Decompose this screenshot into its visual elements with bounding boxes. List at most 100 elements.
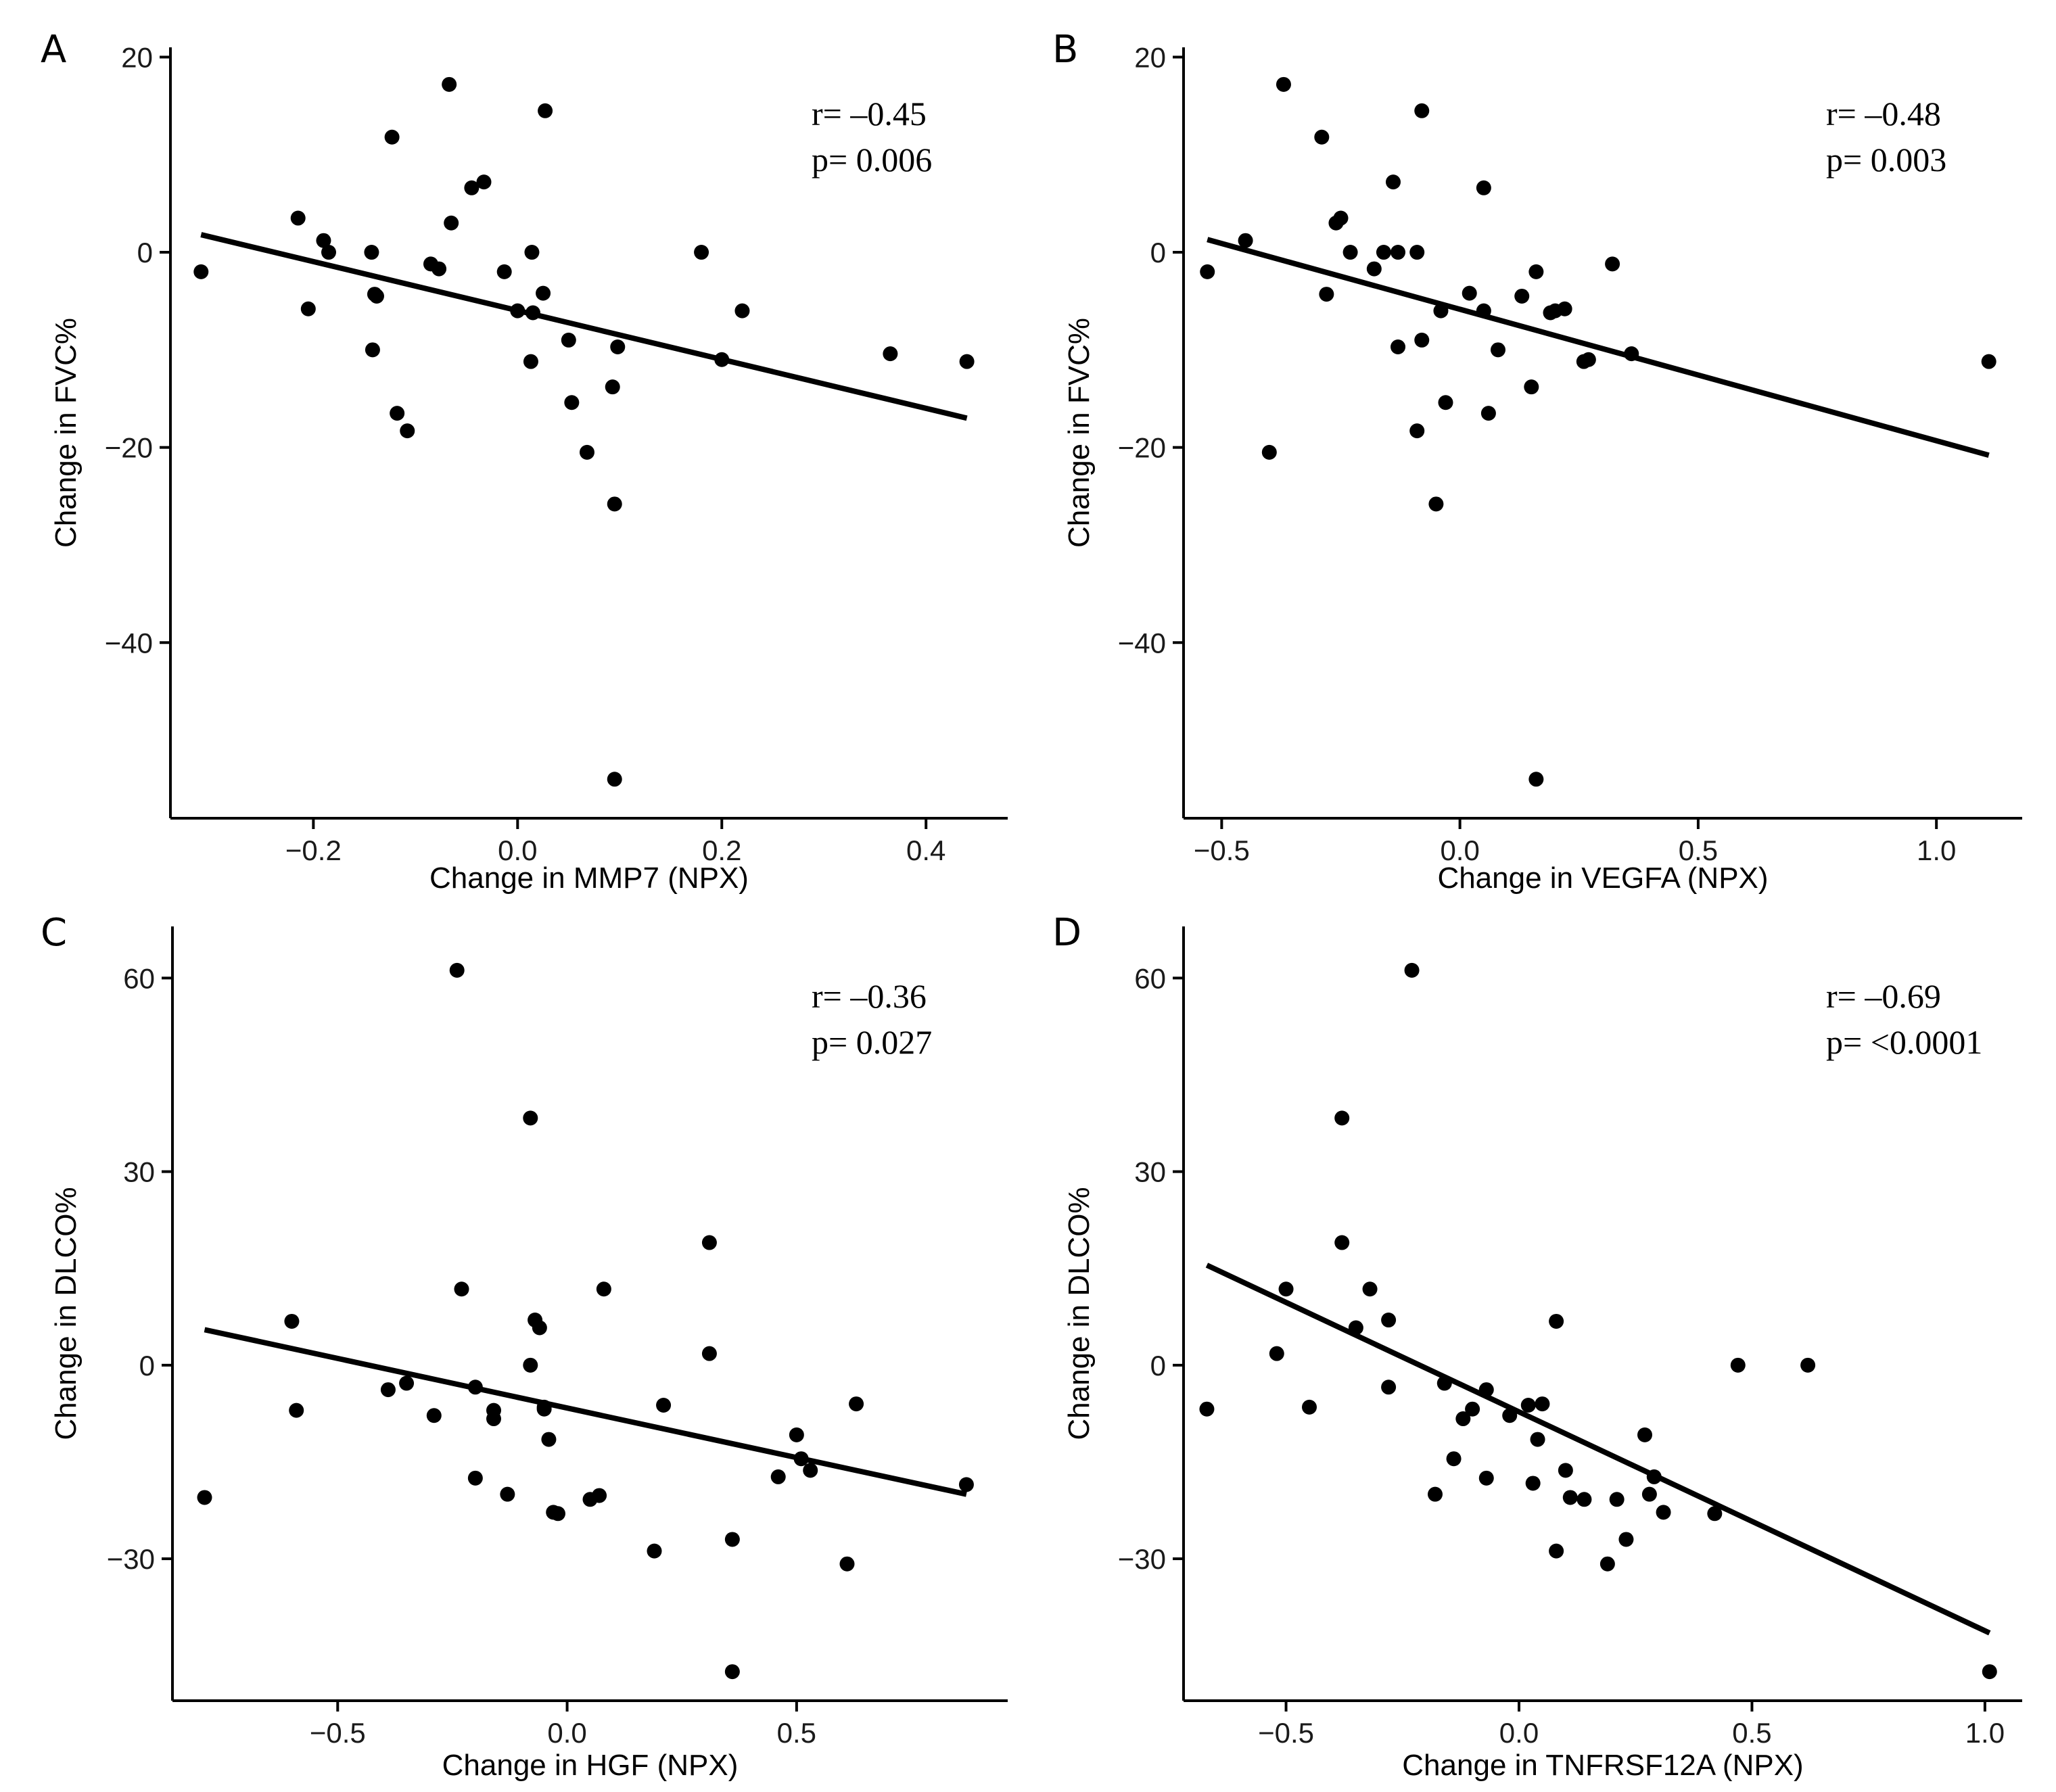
regression-line bbox=[1205, 1263, 1991, 1636]
x-tick-label: 0.4 bbox=[906, 834, 945, 866]
data-point bbox=[1428, 1486, 1443, 1502]
data-point bbox=[538, 103, 553, 118]
data-point bbox=[1334, 1110, 1350, 1126]
data-point bbox=[1520, 1397, 1536, 1413]
x-tick-label: −0.5 bbox=[1194, 834, 1250, 866]
r-value-label: r= –0.48 bbox=[1826, 95, 1941, 133]
y-tick-label: 30 bbox=[123, 1156, 155, 1188]
data-point bbox=[364, 245, 379, 260]
data-point bbox=[1581, 352, 1596, 367]
data-point bbox=[442, 76, 457, 92]
data-point bbox=[1428, 496, 1444, 512]
data-point bbox=[1342, 245, 1358, 260]
regression-line bbox=[204, 1327, 967, 1497]
data-point bbox=[1238, 233, 1253, 248]
y-axis-title: Change in DLCO% bbox=[1062, 1187, 1096, 1440]
data-point bbox=[1514, 288, 1530, 304]
x-axis-title: Change in TNFRSF12A (NPX) bbox=[1402, 1749, 1803, 1782]
data-point bbox=[1409, 245, 1425, 260]
data-point bbox=[1637, 1427, 1652, 1442]
data-point bbox=[365, 342, 380, 358]
x-tick-label: 0.0 bbox=[1499, 1717, 1539, 1749]
data-point bbox=[476, 174, 492, 190]
data-point bbox=[1333, 210, 1349, 226]
data-point bbox=[1476, 180, 1491, 195]
r-value-label: r= –0.45 bbox=[812, 95, 927, 133]
data-point bbox=[500, 1486, 515, 1502]
data-point bbox=[1576, 1492, 1592, 1507]
y-tick-label: 0 bbox=[137, 237, 153, 268]
x-axis-title: Change in VEGFA (NPX) bbox=[1437, 862, 1768, 895]
data-point bbox=[1528, 264, 1544, 279]
data-point bbox=[770, 1469, 786, 1484]
data-point bbox=[561, 332, 576, 348]
data-point bbox=[849, 1396, 864, 1412]
data-point bbox=[959, 354, 975, 369]
y-tick-label: 60 bbox=[1134, 962, 1166, 994]
data-point bbox=[1314, 129, 1330, 145]
y-axis-title: Change in DLCO% bbox=[49, 1187, 83, 1440]
data-point bbox=[1199, 1401, 1215, 1417]
x-tick-label: 0.5 bbox=[1732, 1717, 1771, 1749]
data-point bbox=[1376, 245, 1391, 260]
data-point bbox=[1800, 1357, 1816, 1373]
data-point bbox=[369, 288, 384, 304]
data-point bbox=[1409, 423, 1425, 439]
panel-d: D 60 30 0 −30 −0.5 0.0 0.5 1.0 Change in TNFRSF12… bbox=[1052, 911, 2022, 1782]
data-point bbox=[1618, 1532, 1634, 1547]
data-point bbox=[1478, 1470, 1494, 1486]
y-tick-label: −30 bbox=[107, 1543, 155, 1575]
data-point bbox=[1319, 287, 1334, 302]
data-point bbox=[1981, 354, 1996, 369]
y-tick-label: 60 bbox=[123, 962, 155, 994]
data-point bbox=[564, 395, 580, 410]
data-point bbox=[607, 496, 622, 512]
y-axis-title: Change in FVC% bbox=[1062, 318, 1096, 548]
data-point bbox=[1334, 1235, 1350, 1250]
data-point bbox=[1455, 1411, 1471, 1427]
data-point bbox=[1381, 1313, 1397, 1328]
data-point bbox=[958, 1477, 974, 1492]
data-point bbox=[523, 1357, 538, 1373]
y-tick-label: 30 bbox=[1134, 1156, 1166, 1188]
data-point bbox=[1302, 1399, 1317, 1415]
r-value-label: r= –0.69 bbox=[1826, 977, 1941, 1015]
data-point bbox=[486, 1411, 501, 1427]
data-point bbox=[1549, 1543, 1564, 1559]
data-point bbox=[1480, 406, 1496, 421]
data-point bbox=[1269, 1346, 1284, 1361]
data-point bbox=[426, 1408, 442, 1423]
data-point bbox=[1386, 174, 1401, 190]
data-point bbox=[596, 1281, 611, 1297]
data-point bbox=[551, 1506, 565, 1522]
data-point bbox=[734, 303, 750, 319]
data-point bbox=[579, 444, 594, 460]
data-point bbox=[701, 1235, 717, 1250]
data-point bbox=[197, 1490, 212, 1505]
data-point bbox=[1446, 1451, 1462, 1467]
data-point bbox=[694, 245, 709, 260]
data-point bbox=[1524, 379, 1539, 395]
data-point bbox=[656, 1397, 672, 1413]
p-value-label: p= 0.006 bbox=[812, 141, 932, 179]
data-point bbox=[316, 233, 331, 248]
data-point bbox=[724, 1664, 740, 1680]
panel-a: A 20 0 −20 −40 −0.2 0.0 0.2 0.4 Change in MMP7 (N… bbox=[41, 28, 1008, 895]
data-point bbox=[1200, 264, 1215, 279]
data-point bbox=[605, 379, 620, 395]
data-point bbox=[1414, 103, 1430, 118]
data-point bbox=[789, 1427, 804, 1442]
data-point bbox=[523, 1110, 538, 1126]
data-point bbox=[1404, 962, 1420, 978]
data-point bbox=[300, 301, 316, 316]
regression-line bbox=[200, 232, 968, 421]
y-axis-title: Change in FVC% bbox=[49, 318, 83, 548]
data-point bbox=[496, 264, 512, 279]
data-point bbox=[1549, 1313, 1564, 1329]
y-tick-label: 20 bbox=[121, 41, 153, 73]
y-tick-label: −30 bbox=[1118, 1543, 1166, 1575]
data-point bbox=[1530, 1432, 1545, 1447]
data-point bbox=[607, 772, 622, 787]
data-point bbox=[523, 354, 538, 369]
